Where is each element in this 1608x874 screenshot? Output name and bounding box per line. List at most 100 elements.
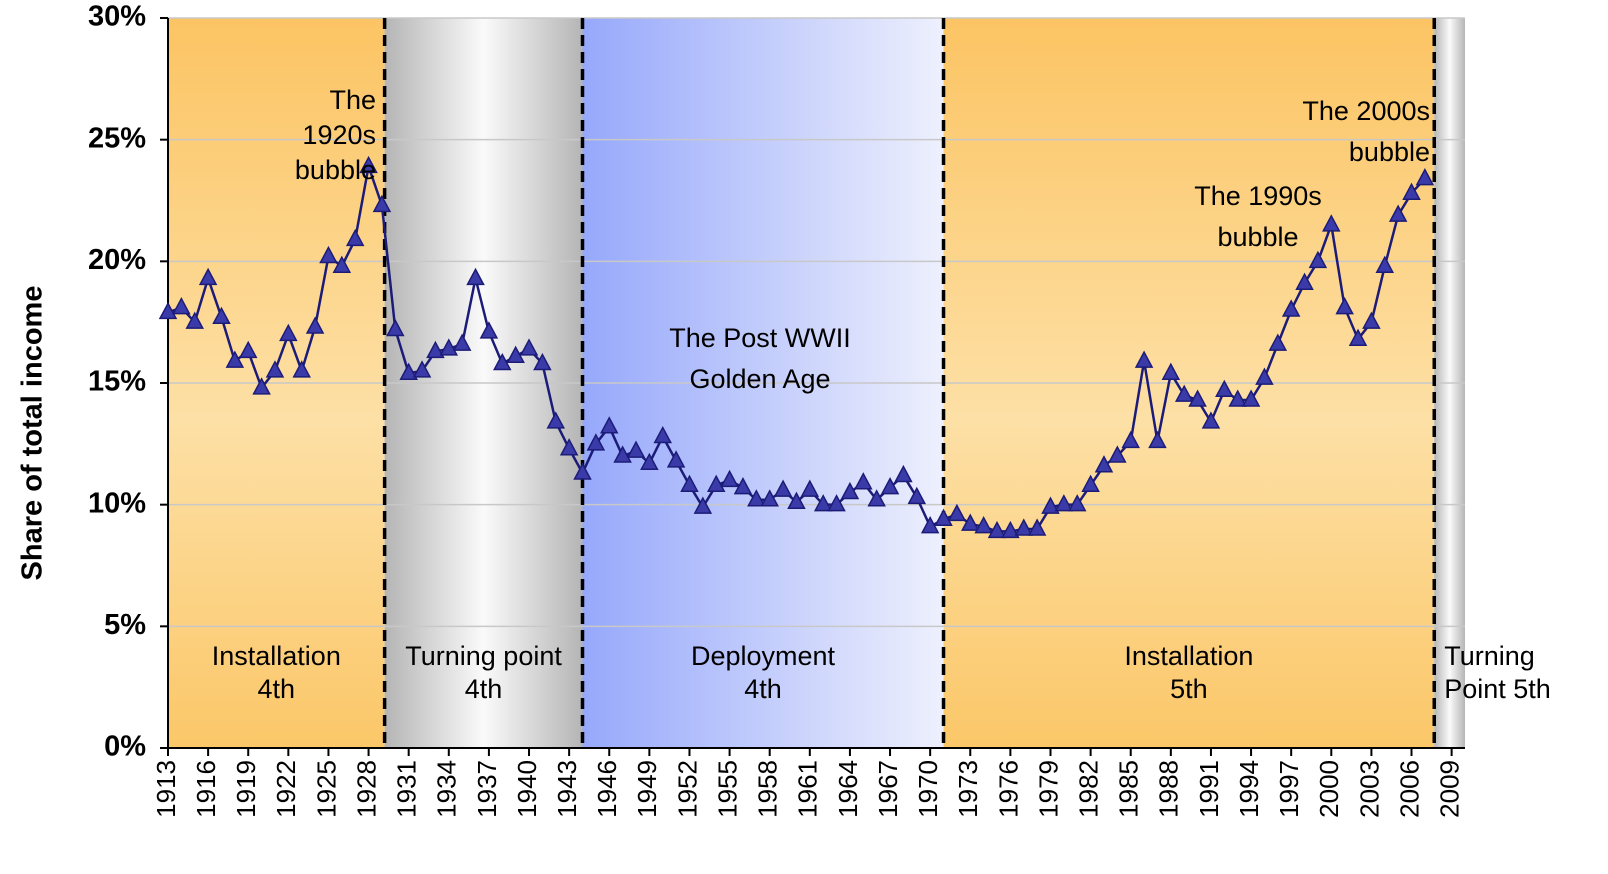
data-point xyxy=(1174,384,1194,402)
data-point xyxy=(1228,389,1247,407)
x-tick-label: 1949 xyxy=(632,760,662,818)
x-tick-label: 1925 xyxy=(311,760,341,818)
data-point xyxy=(920,515,940,534)
data-point xyxy=(359,155,378,174)
data-point xyxy=(640,452,659,471)
x-tick-label: 1922 xyxy=(271,760,301,818)
data-point xyxy=(506,345,525,363)
data-point xyxy=(1001,520,1020,539)
data-point xyxy=(894,464,913,483)
x-tick-label: 1946 xyxy=(592,760,622,818)
period-label: Installation xyxy=(212,641,341,671)
x-tick-label: 1991 xyxy=(1194,760,1224,818)
data-point xyxy=(706,474,726,492)
data-point xyxy=(1375,255,1395,273)
period-label: 4th xyxy=(258,674,296,704)
x-tick-label: 1958 xyxy=(753,760,783,818)
y-tick-label: 10% xyxy=(88,487,146,519)
data-point xyxy=(1081,474,1100,492)
data-point xyxy=(747,489,766,507)
annotation: 1920s xyxy=(302,120,376,150)
data-point xyxy=(733,477,753,495)
data-point xyxy=(412,360,432,378)
annotation: Golden Age xyxy=(689,364,830,394)
data-point xyxy=(452,333,472,351)
x-tick-label: 1979 xyxy=(1033,760,1063,818)
data-point xyxy=(319,245,338,264)
data-point xyxy=(813,494,833,512)
y-tick-label: 15% xyxy=(88,366,146,398)
x-tick-label: 1916 xyxy=(191,760,221,818)
data-point xyxy=(332,255,352,273)
data-point xyxy=(265,360,285,378)
data-point xyxy=(1295,272,1314,290)
x-tick-label: 1943 xyxy=(552,760,582,818)
period-label: 4th xyxy=(465,674,503,704)
data-point xyxy=(493,352,512,371)
data-point xyxy=(198,267,218,286)
data-point xyxy=(827,494,846,512)
data-point xyxy=(867,489,886,507)
annotation: The xyxy=(329,85,376,115)
data-point xyxy=(225,350,245,368)
data-point xyxy=(773,479,793,497)
x-tick-label: 1955 xyxy=(712,760,742,818)
data-point xyxy=(1308,250,1328,269)
x-tick-label: 1940 xyxy=(512,760,542,818)
data-point xyxy=(974,515,993,534)
y-tick-label: 0% xyxy=(104,731,146,763)
data-point xyxy=(907,486,927,505)
data-point xyxy=(787,491,806,509)
data-point xyxy=(1388,204,1408,222)
data-point xyxy=(1108,445,1127,463)
data-point xyxy=(305,316,325,334)
data-point xyxy=(1134,350,1154,368)
data-point xyxy=(880,477,900,495)
annotation: bubble xyxy=(295,155,376,185)
annotation: The Post WWII xyxy=(669,323,851,353)
x-tick-label: 2009 xyxy=(1435,760,1465,818)
x-tick-label: 1997 xyxy=(1274,760,1304,818)
x-tick-label: 1988 xyxy=(1154,760,1184,818)
data-point xyxy=(613,445,632,463)
x-tick-label: 1973 xyxy=(953,760,983,818)
data-point xyxy=(279,323,298,342)
data-point xyxy=(653,425,672,444)
data-point xyxy=(1161,362,1181,381)
annotation: bubble xyxy=(1349,137,1430,167)
data-point xyxy=(800,479,820,497)
data-point xyxy=(934,508,953,527)
x-tick-label: 1937 xyxy=(472,760,502,818)
data-point xyxy=(1402,182,1421,200)
y-axis-label: Share of total income xyxy=(17,286,49,581)
data-point xyxy=(1027,518,1047,536)
data-point xyxy=(439,338,459,356)
data-point xyxy=(720,469,739,488)
data-point xyxy=(172,296,191,315)
data-point xyxy=(252,377,271,395)
x-tick-label: 2006 xyxy=(1394,760,1424,818)
x-tick-label: 1982 xyxy=(1073,760,1103,818)
data-point xyxy=(961,513,980,531)
y-tick-label: 5% xyxy=(104,609,146,641)
data-point xyxy=(987,520,1007,539)
data-point xyxy=(1094,455,1114,473)
data-point xyxy=(586,433,606,451)
data-point xyxy=(546,411,566,429)
data-point xyxy=(1148,430,1167,449)
x-tick-label: 1964 xyxy=(833,760,863,818)
x-tick-label: 1931 xyxy=(392,760,422,818)
x-tick-label: 1976 xyxy=(993,760,1023,818)
data-point xyxy=(292,360,311,378)
period-label: 4th xyxy=(744,674,782,704)
data-point xyxy=(1415,168,1435,186)
data-point xyxy=(1281,299,1301,317)
annotation: The 2000s xyxy=(1302,96,1430,126)
data-point xyxy=(372,194,392,213)
data-point xyxy=(626,440,646,458)
data-point xyxy=(947,503,967,522)
x-tick-label: 1985 xyxy=(1114,760,1144,818)
x-tick-label: 1934 xyxy=(432,760,462,818)
data-point xyxy=(158,301,178,320)
